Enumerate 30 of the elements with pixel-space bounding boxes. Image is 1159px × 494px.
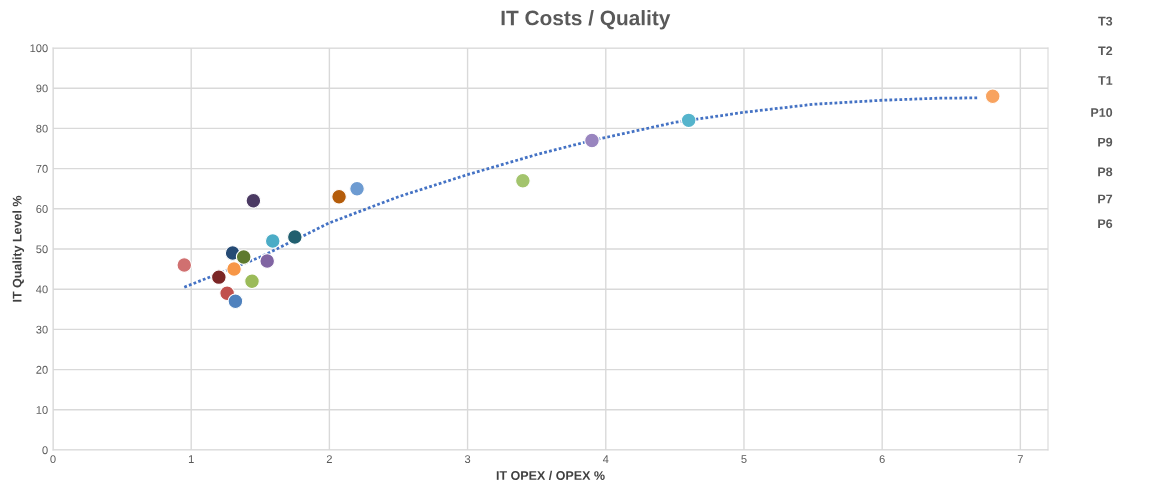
text: P10 <box>1091 108 1113 117</box>
y-tick-label: 100 <box>30 44 48 53</box>
x-axis-title: IT OPEX / OPEX % <box>496 470 605 481</box>
x-tick-label: 4 <box>602 455 609 463</box>
text: P9 <box>1098 137 1113 147</box>
y-tick-label: 0 <box>42 446 48 455</box>
x-tick-label: 3 <box>464 455 471 464</box>
x-tick-label: 5 <box>741 455 747 464</box>
y-tick-label: 20 <box>36 365 48 374</box>
text: P7 <box>1098 194 1113 204</box>
chart-title: IT Costs / Quality <box>501 10 671 30</box>
text: P6 <box>1098 219 1113 229</box>
y-tick-label: 90 <box>36 84 48 93</box>
y-tick-label: 80 <box>36 124 48 133</box>
y-axis-title: IT Quality Level % <box>12 195 25 302</box>
y-tick-label: 70 <box>36 164 48 173</box>
x-tick-label: 6 <box>879 455 885 464</box>
y-tick-label: 60 <box>36 205 48 213</box>
y-tick-label: 30 <box>36 325 48 334</box>
y-tick-label: 10 <box>36 406 48 414</box>
x-tick-label: 7 <box>1017 455 1023 463</box>
text: P8 <box>1098 167 1113 177</box>
y-tick-label: 50 <box>36 245 48 254</box>
text: T3 <box>1098 16 1113 26</box>
text: T1 <box>1098 76 1113 85</box>
x-tick-label: 0 <box>50 455 56 464</box>
y-tick-label: 40 <box>36 285 48 294</box>
x-tick-label: 2 <box>326 455 332 463</box>
x-tick-label: 1 <box>188 455 194 463</box>
text: T2 <box>1098 46 1113 56</box>
